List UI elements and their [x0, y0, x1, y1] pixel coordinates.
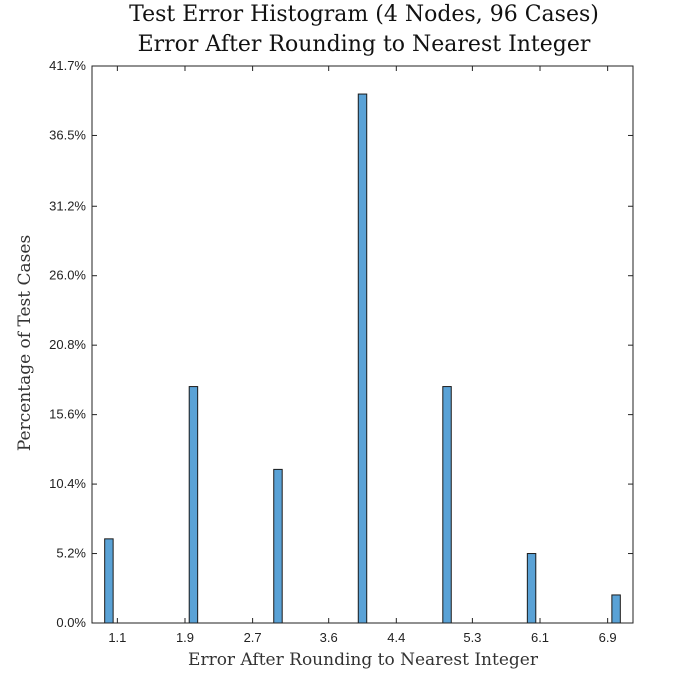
histogram-bar-1: [104, 538, 114, 624]
y-tick-label: 10.4%: [49, 476, 86, 491]
x-tick-label: 1.1: [108, 630, 126, 645]
x-tick-label: 5.3: [463, 630, 481, 645]
chart-title-line-1: Test Error Histogram (4 Nodes, 96 Cases): [129, 2, 599, 27]
y-axis-ticks: 0.0% 5.2% 10.4% 15.6% 20.8% 26.0% 31.2% 36.5% 41…: [49, 58, 633, 630]
x-tick-label: 3.6: [320, 630, 338, 645]
chart-title-line-2: Error After Rounding to Nearest Integer: [138, 32, 591, 57]
histogram-bar-3: [273, 468, 283, 624]
x-tick-label: 4.4: [387, 630, 405, 645]
histogram-bar-4: [357, 93, 368, 624]
bar-group: [104, 93, 621, 624]
y-tick-label: 20.8%: [49, 337, 86, 352]
y-axis-label: Percentage of Test Cases: [15, 235, 35, 451]
histogram-bar-7: [611, 594, 621, 624]
x-tick-label: 6.1: [531, 630, 549, 645]
histogram-bar-5: [442, 386, 452, 624]
histogram-bar-6: [526, 553, 537, 624]
x-axis-ticks: 1.1 1.9 2.7 3.6 4.4 5.3 6.1 6.9: [108, 66, 617, 645]
y-tick-label: 31.2%: [49, 198, 86, 213]
y-tick-label: 0.0%: [56, 615, 86, 630]
x-axis-label: Error After Rounding to Nearest Integer: [188, 650, 539, 670]
x-tick-label: 2.7: [244, 630, 262, 645]
y-tick-label: 26.0%: [49, 268, 86, 283]
y-tick-label: 36.5%: [49, 127, 86, 142]
histogram-bar-2: [188, 386, 199, 624]
y-tick-label: 15.6%: [49, 407, 86, 422]
x-tick-label: 6.9: [599, 630, 617, 645]
y-tick-label: 41.7%: [49, 58, 86, 73]
y-tick-label: 5.2%: [56, 546, 86, 561]
plot-area-frame: [91, 65, 634, 624]
x-tick-label: 1.9: [176, 630, 194, 645]
